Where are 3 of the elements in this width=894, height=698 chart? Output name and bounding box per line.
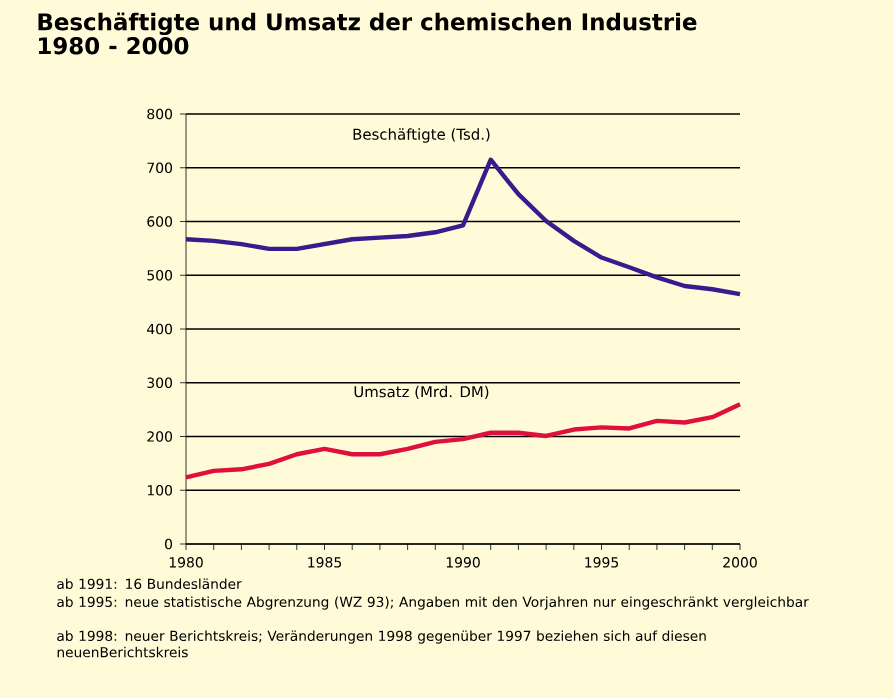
line-series bbox=[183, 402, 743, 480]
chart-subtitle: 1980 - 2000 bbox=[39, 37, 189, 55]
chart-title: Beschäftigte und Umsatz der chemischen Industrie bbox=[38, 12, 697, 36]
